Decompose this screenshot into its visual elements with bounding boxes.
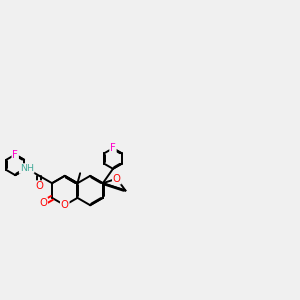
Text: F: F (12, 150, 18, 160)
Text: O: O (113, 174, 121, 184)
Text: F: F (110, 143, 116, 153)
Text: NH: NH (20, 164, 34, 173)
Text: O: O (35, 181, 44, 191)
Text: O: O (39, 198, 47, 208)
Text: O: O (61, 200, 69, 210)
